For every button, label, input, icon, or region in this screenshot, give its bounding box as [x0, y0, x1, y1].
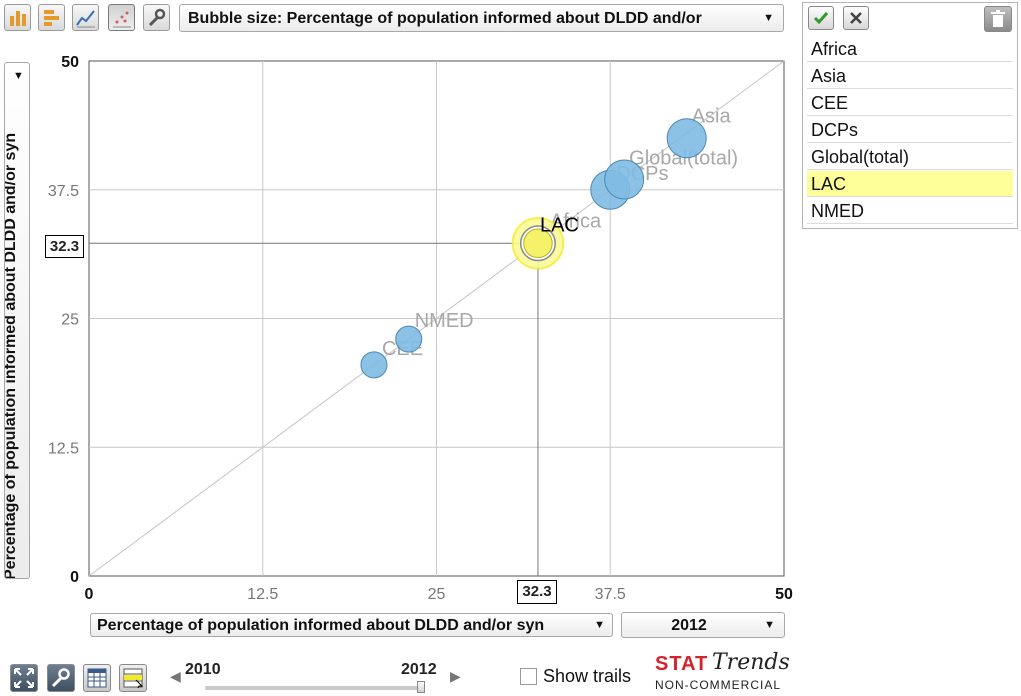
- bubble-chart: 012.52537.550012.52537.550CEENMEDAfricaD…: [48, 54, 793, 603]
- y-axis-label: Percentage of population informed about …: [4, 132, 19, 579]
- legend-item-global-total[interactable]: Global(total): [807, 144, 1013, 170]
- options-button[interactable]: [47, 664, 75, 692]
- y-tick-label: 12.5: [48, 440, 79, 457]
- selected-bubble-label: LAC: [540, 214, 579, 236]
- bubble-label: Africa: [550, 210, 602, 232]
- bubble-global-total[interactable]: [604, 159, 645, 200]
- bubble-lac[interactable]: [523, 228, 553, 259]
- bar-chart-button[interactable]: [4, 4, 31, 31]
- checkmark-icon: [813, 12, 829, 25]
- timeline-end-label: 2012: [401, 661, 437, 678]
- legend-item-lac[interactable]: LAC: [807, 171, 1013, 197]
- logo-stat: STAT: [655, 653, 709, 675]
- x-tick-label: 37.5: [595, 586, 626, 603]
- stattrends-logo: STAT Trends NON-COMMERCIAL: [655, 650, 790, 694]
- x-tick-label: 50: [775, 586, 793, 603]
- legend-item-nmed[interactable]: NMED: [807, 198, 1013, 224]
- fullscreen-button[interactable]: [10, 664, 38, 692]
- show-trails-checkbox[interactable]: [520, 668, 537, 685]
- data-select-button[interactable]: [119, 664, 147, 692]
- x-tick-label: 12.5: [247, 586, 278, 603]
- chevron-down-icon: ▼: [594, 619, 605, 631]
- timeline-start-label: 2010: [185, 661, 221, 678]
- y-tick-label: 37.5: [48, 183, 79, 200]
- close-icon: [850, 12, 862, 24]
- horizontal-bar-button[interactable]: [38, 4, 65, 31]
- line-chart-icon: [76, 10, 95, 28]
- x-axis-selector[interactable]: Percentage of population informed about …: [90, 613, 613, 637]
- scatter-icon: [113, 11, 131, 28]
- logo-trends: Trends: [712, 650, 790, 675]
- highlight-table-icon: [123, 668, 144, 689]
- wrench-icon: [148, 8, 166, 27]
- x-value-marker: 32.3: [517, 580, 557, 604]
- y-value-marker: 32.3: [45, 235, 84, 258]
- y-tick-label: 25: [61, 312, 79, 329]
- wrench-icon: [51, 668, 70, 688]
- chevron-down-icon: ▼: [764, 619, 775, 631]
- timeline-next-icon[interactable]: ▶: [450, 668, 461, 684]
- expand-icon: [14, 668, 34, 688]
- select-all-button[interactable]: [808, 6, 834, 30]
- timeline-track[interactable]: [205, 686, 425, 690]
- bubble-size-label: Bubble size: Percentage of population in…: [188, 10, 702, 27]
- year-value: 2012: [671, 617, 707, 634]
- bubble-nmed[interactable]: [395, 325, 423, 353]
- chevron-down-icon: ▼: [763, 12, 774, 24]
- bubble-cee[interactable]: [360, 351, 388, 379]
- logo-edition: NON-COMMERCIAL: [655, 678, 782, 692]
- bubble-asia[interactable]: [666, 118, 707, 159]
- legend-item-asia[interactable]: Asia: [807, 63, 1013, 89]
- legend-item-dcps[interactable]: DCPs: [807, 117, 1013, 143]
- legend-panel: Africa Asia CEE DCPs Global(total) LAC NMED: [802, 2, 1018, 229]
- bubble-chart-button[interactable]: [108, 4, 135, 31]
- legend-item-cee[interactable]: CEE: [807, 90, 1013, 116]
- settings-button[interactable]: [143, 4, 170, 31]
- reference-diagonal: [88, 60, 785, 577]
- y-tick-label: 0: [70, 569, 79, 586]
- x-tick-label: 0: [85, 586, 94, 603]
- chevron-down-icon: ▼: [13, 70, 24, 82]
- table-icon: [87, 668, 107, 688]
- bubble-label: NMED: [415, 310, 474, 332]
- y-tick-label: 50: [61, 54, 79, 71]
- timeline-prev-icon[interactable]: ◀: [170, 668, 181, 684]
- legend-item-africa[interactable]: Africa: [807, 36, 1013, 62]
- x-axis-label: Percentage of population informed about …: [97, 617, 545, 634]
- deselect-all-button[interactable]: [843, 6, 869, 30]
- bubble-label: Asia: [692, 105, 732, 127]
- bubble-label: Global(total): [629, 147, 738, 169]
- year-selector[interactable]: 2012 ▼: [621, 612, 785, 638]
- show-trails-label: Show trails: [543, 666, 632, 686]
- delete-button[interactable]: [984, 6, 1012, 32]
- line-chart-button[interactable]: [72, 4, 99, 31]
- y-axis-selector[interactable]: ▼ Percentage of population informed abou…: [4, 62, 30, 579]
- trash-icon: [991, 10, 1005, 27]
- horizontal-bar-icon: [44, 10, 59, 26]
- x-tick-label: 25: [428, 586, 446, 603]
- timeline-handle[interactable]: [417, 681, 425, 693]
- bubble-size-selector[interactable]: Bubble size: Percentage of population in…: [179, 4, 784, 32]
- bar-chart-icon: [10, 11, 26, 26]
- table-view-button[interactable]: [83, 664, 111, 692]
